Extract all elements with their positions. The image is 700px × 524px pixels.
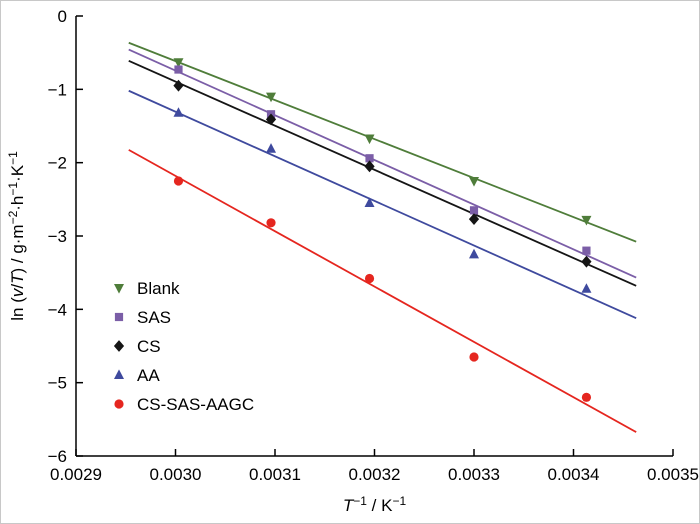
marker-triangle-down	[114, 284, 124, 294]
axis-label-part: ln (	[8, 297, 27, 321]
marker-diamond	[581, 255, 592, 268]
marker-triangle-down	[266, 92, 277, 103]
marker-triangle-down	[173, 58, 184, 68]
x-tick-label: 0.0030	[150, 465, 202, 484]
x-tick-label: 0.0031	[249, 465, 301, 484]
y-tick-label: −5	[48, 374, 67, 393]
marker-square	[582, 246, 591, 255]
marker-diamond	[265, 113, 277, 126]
marker-square	[365, 154, 374, 163]
legend-label-cs: CS	[137, 337, 161, 356]
axis-label-part: ·K	[8, 164, 27, 182]
x-tick-label: 0.0035	[647, 465, 699, 484]
marker-triangle-up	[364, 197, 375, 207]
marker-circle	[266, 218, 276, 228]
marker-diamond	[173, 79, 184, 92]
marker-triangle-up	[469, 248, 479, 259]
marker-square	[114, 312, 124, 322]
marker-circle	[173, 176, 184, 186]
fit-line-sas	[128, 48, 637, 279]
marker-diamond	[468, 213, 480, 226]
fit-line-cs-sas-aagc	[128, 149, 637, 433]
axis-label-part: T	[8, 272, 27, 284]
axis-label-part: / K	[367, 496, 393, 515]
x-tick-label: 0.0034	[548, 465, 600, 484]
marker-circle	[581, 392, 592, 402]
y-tick-label: −3	[48, 227, 67, 246]
legend-label-sas: SAS	[137, 308, 171, 327]
legend-label-blank: Blank	[137, 279, 180, 298]
marker-diamond	[113, 340, 125, 352]
axis-label-part: −1	[6, 151, 20, 165]
legend-label-aa: AA	[137, 366, 160, 385]
axis-label-part: −1	[353, 494, 367, 508]
axis-label-part: ·h	[8, 196, 27, 211]
marker-circle	[364, 273, 375, 284]
fit-line-blank	[128, 41, 637, 243]
axis-label-part: −1	[392, 494, 406, 508]
fit-line-cs	[128, 60, 637, 287]
axis-label-part: ) / g·m	[8, 224, 27, 273]
marker-diamond	[364, 160, 375, 173]
y-tick-label: −2	[48, 154, 67, 173]
marker-square	[469, 206, 479, 215]
y-tick-label: −4	[48, 300, 67, 319]
axis-label-part: T	[343, 496, 355, 515]
marker-triangle-up	[266, 143, 277, 153]
x-tick-label: 0.0029	[50, 465, 102, 484]
marker-triangle-down	[364, 134, 375, 145]
x-axis-title: T−1 / K−1	[343, 494, 407, 515]
y-tick-label: 0	[58, 7, 67, 26]
axis-label-part: −2	[6, 210, 20, 224]
marker-triangle-up	[581, 283, 592, 293]
marker-triangle-up	[173, 107, 184, 117]
fit-line-aa	[128, 89, 637, 320]
marker-circle	[114, 399, 124, 409]
marker-triangle-down	[581, 215, 592, 226]
y-axis-title: ln (v/T) / g·m−2·h−1·K−1	[6, 151, 27, 321]
marker-triangle-up	[114, 369, 124, 379]
legend-label-cs-sas-aagc: CS-SAS-AAGC	[137, 395, 254, 414]
y-tick-label: −6	[48, 447, 67, 466]
x-tick-label: 0.0032	[349, 465, 401, 484]
axis-label-part: −1	[6, 182, 20, 196]
x-tick-label: 0.0033	[448, 465, 500, 484]
y-tick-label: −1	[48, 80, 67, 99]
axis-label-part: v	[8, 287, 27, 297]
axis-label-part: /	[8, 284, 27, 289]
marker-circle	[469, 352, 479, 362]
marker-triangle-down	[469, 177, 479, 187]
marker-square	[174, 65, 183, 74]
